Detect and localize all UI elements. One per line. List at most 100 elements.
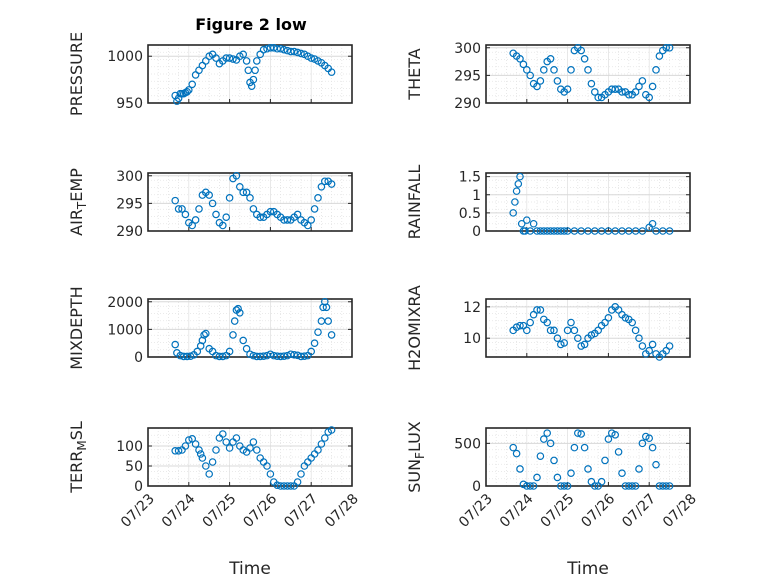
data-point [638, 342, 647, 350]
data-point [225, 54, 234, 62]
data-point [249, 205, 258, 213]
data-point [259, 45, 268, 54]
data-point [256, 213, 265, 221]
y-tick-label: 50 [125, 459, 143, 475]
data-point [536, 306, 545, 314]
series-markers [509, 429, 674, 490]
data-point [512, 187, 521, 195]
data-point [573, 429, 582, 437]
axes-box [485, 427, 691, 487]
subplot-theta: 290 295 300 THETA [405, 41, 691, 112]
data-point [533, 82, 541, 91]
data-point [205, 191, 214, 199]
data-point [232, 171, 241, 180]
data-point [171, 340, 180, 349]
data-point [573, 334, 582, 342]
y-tick-label: 0 [134, 479, 143, 495]
data-point [236, 183, 244, 191]
data-point [604, 314, 613, 322]
y-tick-label: 295 [454, 68, 481, 84]
x-axis-label: Time [228, 559, 271, 579]
data-point [188, 221, 197, 230]
data-point [181, 442, 190, 450]
axes-box [485, 44, 691, 104]
data-point [310, 205, 319, 213]
subplot-sun-flux: 0 500 07/23 07/24 07/25 07/26 07/27 07/28 SUNFLU… [405, 421, 700, 579]
subplot-terr-msl: 0 50 100 07/23 07/24 07/25 07/26 07/27 07/28 TERR… [67, 421, 362, 579]
data-point [280, 352, 288, 360]
data-point [517, 219, 526, 228]
data-point [314, 328, 322, 336]
data-point [665, 43, 674, 52]
y-tick-label: 0 [472, 224, 481, 240]
data-point [511, 198, 519, 206]
data-point [638, 77, 647, 85]
data-point [263, 462, 271, 470]
data-point [276, 44, 285, 53]
y-tick-label: 1.5 [459, 170, 481, 186]
axes-box [485, 298, 691, 358]
data-point [526, 71, 535, 80]
data-point [222, 213, 231, 221]
data-point [188, 80, 197, 89]
data-point [171, 196, 180, 205]
data-point [580, 443, 589, 452]
series-markers [509, 303, 674, 361]
data-point [193, 347, 202, 356]
data-point [249, 75, 258, 84]
y-tick-label: 300 [454, 41, 481, 57]
data-point [202, 462, 210, 470]
data-point [516, 172, 524, 181]
data-point [614, 448, 623, 456]
y-tick-label: 1000 [107, 322, 143, 338]
data-point [317, 440, 326, 448]
y-tick-label: 12 [463, 300, 481, 316]
data-point [297, 470, 305, 478]
data-point [533, 306, 541, 314]
data-point [543, 429, 552, 437]
data-point [324, 317, 333, 325]
data-point [183, 87, 191, 96]
y-axis-label: MIXDEPTH [67, 286, 86, 369]
figure-title: Figure 2 low [195, 15, 307, 34]
data-point [266, 470, 275, 478]
data-point [546, 439, 555, 448]
data-point [648, 340, 657, 349]
data-point [327, 68, 336, 76]
data-point [577, 46, 586, 55]
subplot-h2omixra: 10 12 H2OMIXRA [405, 285, 691, 371]
series-markers [171, 426, 336, 490]
data-point [628, 482, 637, 490]
data-point [219, 352, 227, 361]
data-point [297, 49, 305, 58]
data-point [522, 216, 531, 224]
data-point [509, 443, 518, 452]
data-point [577, 430, 586, 438]
data-point [219, 221, 227, 230]
y-axis-label: H2OMIXRA [405, 285, 424, 371]
data-point [516, 321, 524, 330]
y-axis-label: SUNFLUX [405, 421, 427, 493]
data-point [516, 465, 524, 473]
y-tick-label: 950 [116, 96, 143, 112]
data-point [252, 57, 261, 65]
data-point [195, 205, 203, 213]
data-point [239, 336, 248, 345]
data-point [533, 473, 541, 482]
x-tick-label: 07/27 [281, 491, 321, 531]
data-point [604, 435, 613, 443]
data-point [550, 66, 558, 74]
data-point [246, 194, 254, 202]
data-point [631, 482, 640, 490]
data-point [611, 85, 620, 93]
data-point [229, 55, 237, 63]
data-point [202, 329, 210, 338]
data-point [208, 199, 217, 208]
x-tick-label: 07/28 [660, 491, 700, 531]
series-markers [509, 172, 674, 235]
data-point [188, 434, 197, 443]
data-point [200, 331, 208, 339]
data-point [178, 205, 186, 213]
data-point [570, 326, 579, 335]
